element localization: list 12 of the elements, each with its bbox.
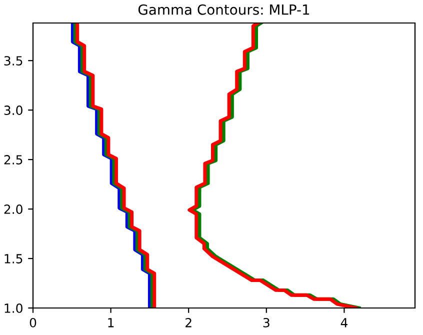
- chart-title: Gamma Contours: MLP-1: [138, 4, 310, 15]
- y-tick-label: 2.5: [4, 155, 22, 164]
- x-tick-label: 1: [108, 318, 114, 328]
- x-tick-label: 2: [186, 318, 192, 328]
- x-tick-label: 3: [263, 318, 270, 328]
- x-tick-label: 0: [30, 318, 36, 328]
- y-tick-label: 3.5: [4, 56, 22, 66]
- y-tick-label: 3.0: [4, 106, 22, 116]
- y-tick-label: 1.0: [4, 303, 22, 313]
- y-tick-label: 2.0: [4, 204, 22, 214]
- x-tick-label: 4: [340, 318, 348, 328]
- y-tick-label: 1.5: [4, 254, 22, 264]
